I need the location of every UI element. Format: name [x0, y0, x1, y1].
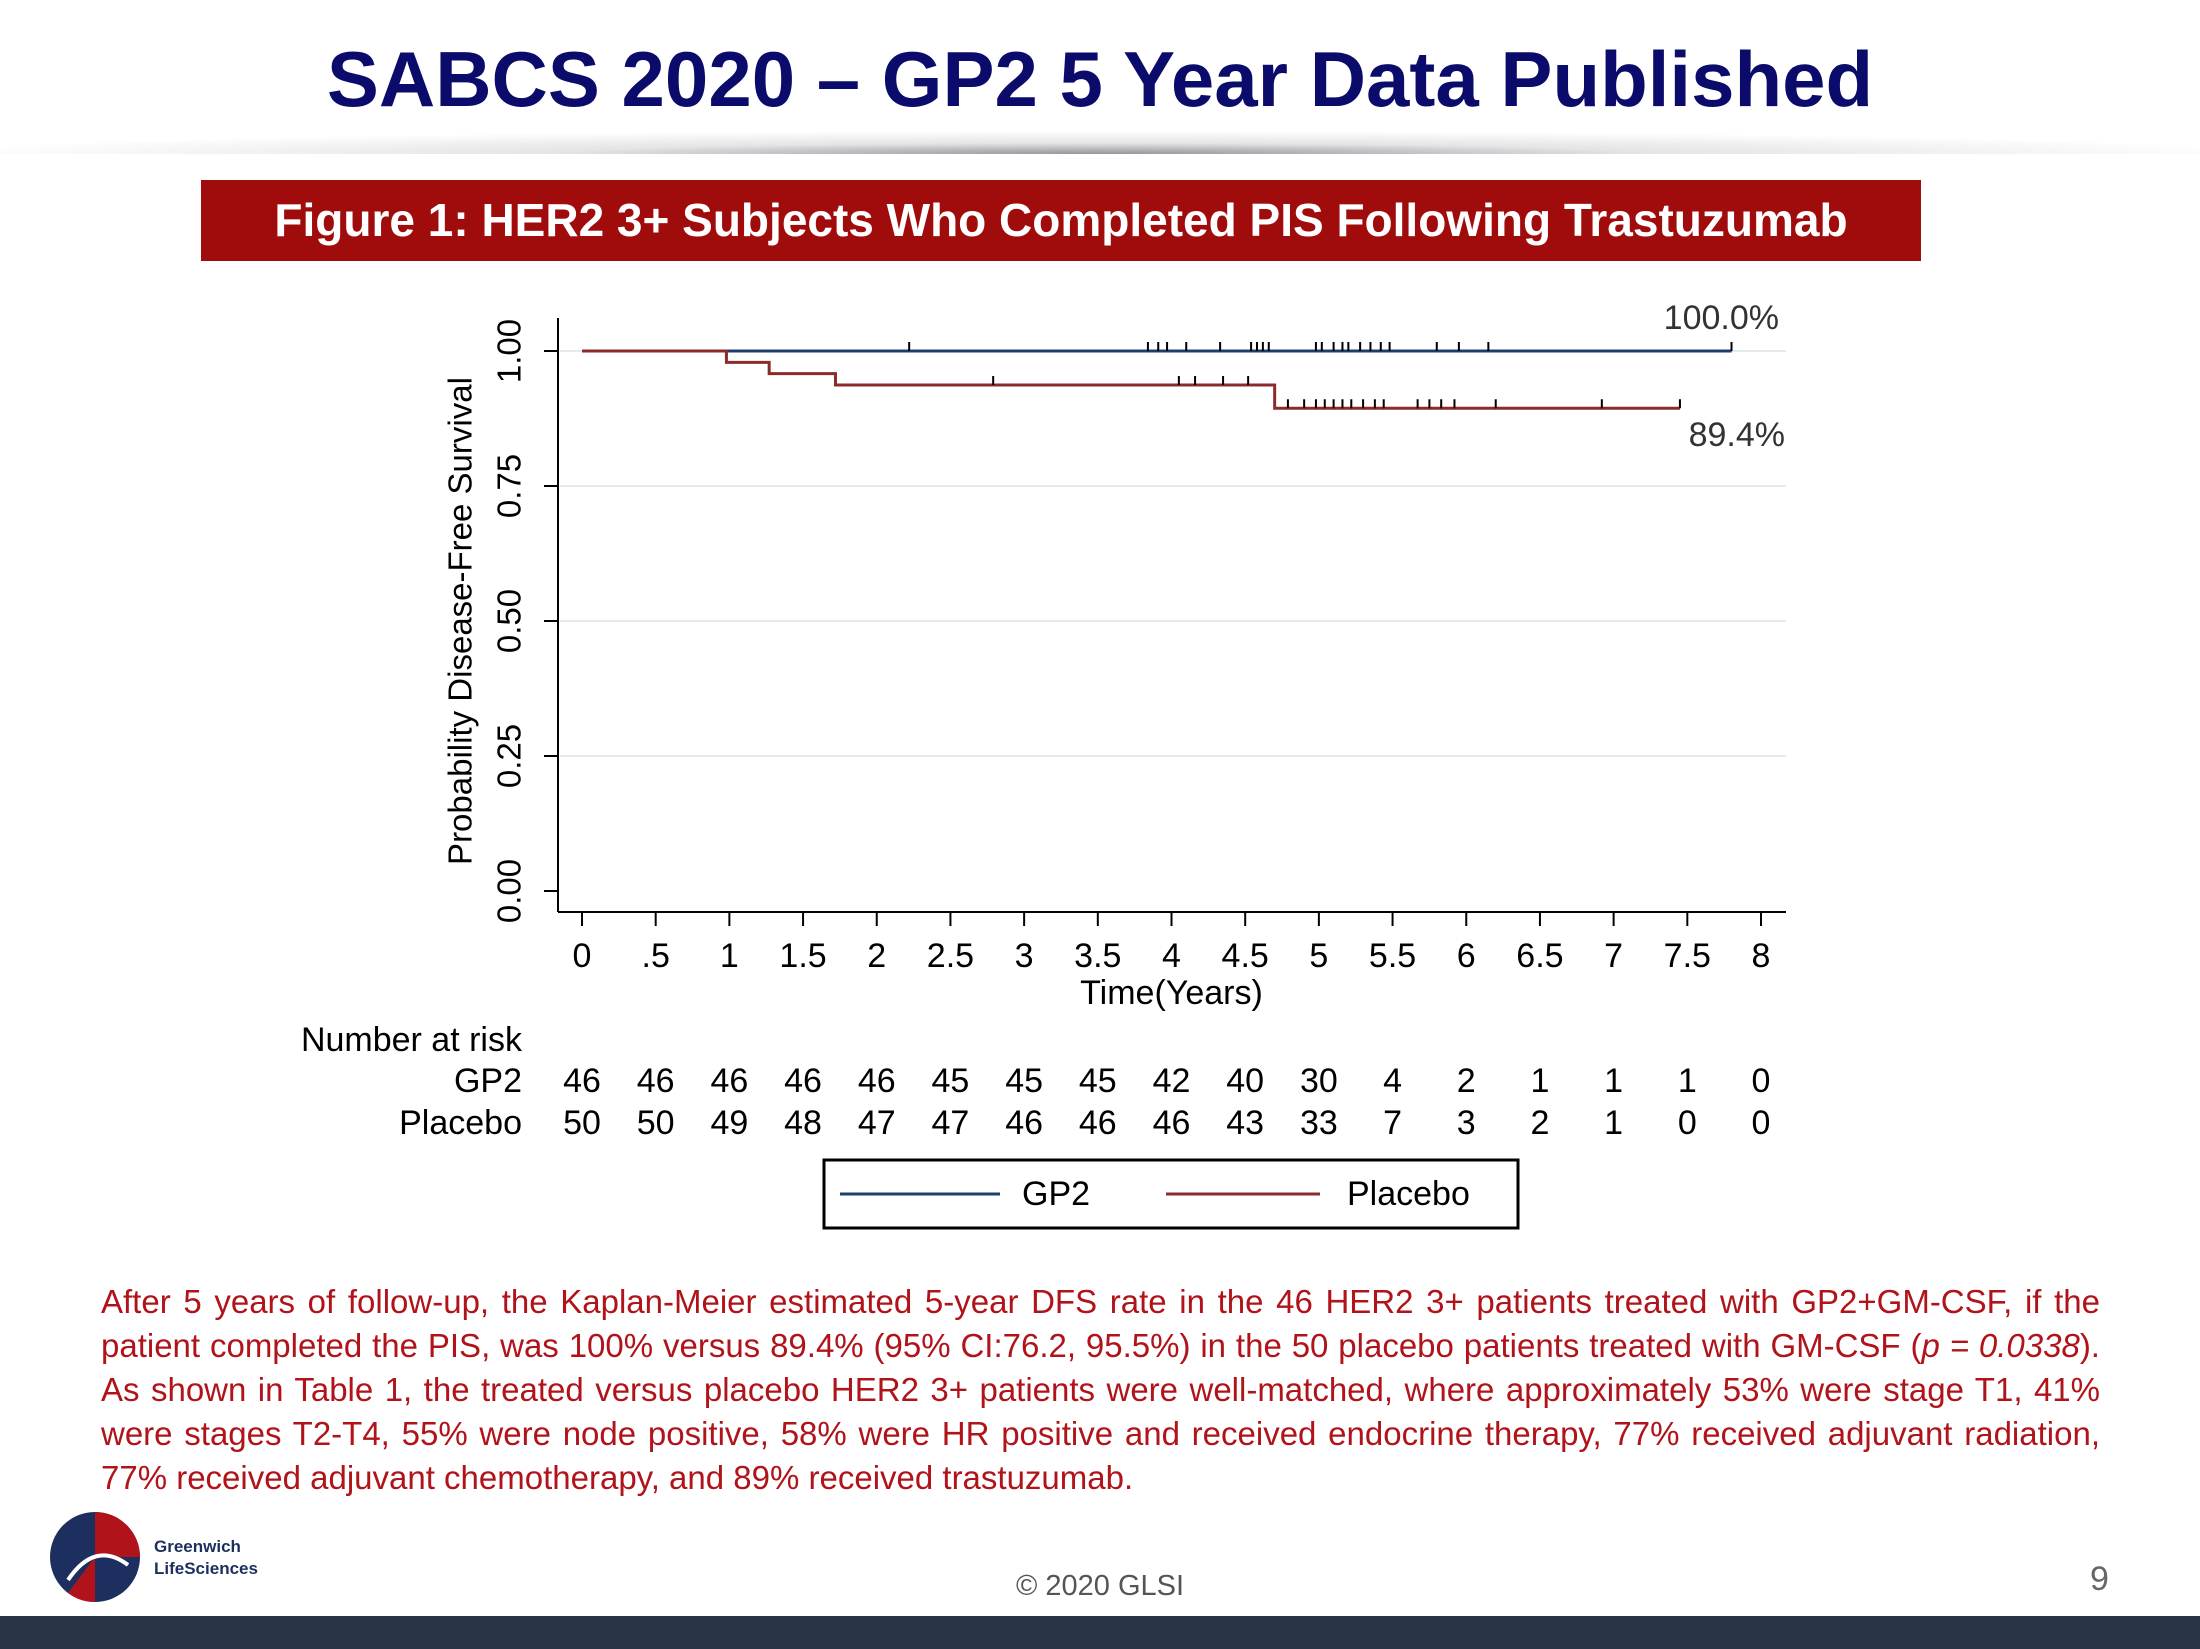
x-tick-label: 6: [1457, 937, 1476, 975]
risk-count: 33: [1300, 1104, 1338, 1142]
y-tick-label: 0.25: [491, 724, 528, 788]
risk-count: 46: [710, 1062, 748, 1100]
risk-count: 1: [1678, 1062, 1697, 1100]
risk-count: 45: [1079, 1062, 1117, 1100]
x-tick-label: 5: [1309, 937, 1328, 975]
risk-count: 30: [1300, 1062, 1338, 1100]
risk-count: 50: [563, 1104, 601, 1142]
risk-count: 48: [784, 1104, 822, 1142]
risk-count: 40: [1226, 1062, 1264, 1100]
risk-count: 1: [1604, 1104, 1623, 1142]
risk-count: 46: [1153, 1104, 1191, 1142]
x-tick-label: 6.5: [1516, 937, 1563, 975]
logo-segment: [95, 1512, 140, 1557]
caption-text: After 5 years of follow-up, the Kaplan-M…: [101, 1283, 2100, 1364]
logo-segment: [68, 1557, 95, 1602]
end-label: 100.0%: [1664, 299, 1779, 337]
x-tick-label: 2: [867, 937, 886, 975]
risk-row-name: GP2: [454, 1062, 522, 1100]
risk-count: 45: [1005, 1062, 1043, 1100]
risk-count: 2: [1530, 1104, 1549, 1142]
end-label: 89.4%: [1689, 416, 1785, 454]
caption-text: ). As shown in Table 1, the treated vers…: [101, 1327, 2100, 1496]
risk-count: 45: [932, 1062, 970, 1100]
risk-count: 50: [637, 1104, 675, 1142]
footer: © 2020 GLSI: [1015, 1570, 1185, 1602]
x-tick-label: 8: [1752, 937, 1771, 975]
y-axis-title: Probability Disease-Free Survival: [442, 377, 479, 865]
x-tick-label: .5: [642, 937, 670, 975]
caption-p-value: p = 0.0338: [1921, 1327, 2080, 1364]
logo-helix: [66, 1553, 130, 1582]
y-tick-label: 0.50: [491, 589, 528, 653]
x-tick-label: 0: [573, 937, 592, 975]
x-tick-label: 3.5: [1074, 937, 1121, 975]
x-tick-label: 2.5: [927, 937, 974, 975]
x-tick-label: 4.5: [1222, 937, 1269, 975]
caption: After 5 years of follow-up, the Kaplan-M…: [101, 1280, 2100, 1500]
x-tick-label: 1: [720, 937, 739, 975]
risk-count: 1: [1530, 1062, 1549, 1100]
x-tick-label: 4: [1162, 937, 1181, 975]
x-tick-label: 5.5: [1369, 937, 1416, 975]
risk-count: 43: [1226, 1104, 1264, 1142]
risk-count: 4: [1383, 1062, 1402, 1100]
risk-count: 1: [1604, 1062, 1623, 1100]
legend-box: [822, 1158, 1520, 1230]
logo-line: LifeSciences: [154, 1559, 258, 1578]
x-tick-label: 7: [1604, 937, 1623, 975]
page-number: 9: [2090, 1560, 2109, 1598]
risk-count: 0: [1752, 1062, 1771, 1100]
bottom-bar: [0, 1616, 2200, 1649]
risk-count: 3: [1457, 1104, 1476, 1142]
risk-count: 46: [637, 1062, 675, 1100]
risk-row-name: Placebo: [399, 1104, 522, 1142]
risk-count: 0: [1678, 1104, 1697, 1142]
x-tick-label: 3: [1015, 937, 1034, 975]
risk-count: 46: [563, 1062, 601, 1100]
x-tick-label: 7.5: [1664, 937, 1711, 975]
logo-line: Greenwich: [154, 1537, 241, 1556]
risk-table-title: Number at risk: [301, 1021, 523, 1059]
y-tick-label: 0.75: [491, 454, 528, 518]
risk-count: 0: [1752, 1104, 1771, 1142]
slide-title: SABCS 2020 – GP2 5 Year Data Published: [326, 35, 1874, 123]
risk-count: 46: [784, 1062, 822, 1100]
risk-count: 47: [932, 1104, 970, 1142]
legend-label: GP2: [1022, 1175, 1090, 1213]
y-tick-label: 0.00: [491, 859, 528, 923]
risk-count: 2: [1457, 1062, 1476, 1100]
x-tick-label: 1.5: [779, 937, 826, 975]
x-axis-title: Time(Years): [1080, 974, 1263, 1012]
survival-curve: [582, 349, 1680, 410]
risk-count: 7: [1383, 1104, 1402, 1142]
legend-label: Placebo: [1347, 1175, 1470, 1213]
logo-text: Greenwich LifeSciences: [154, 1536, 258, 1580]
risk-count: 42: [1153, 1062, 1191, 1100]
figure-title: Figure 1: HER2 3+ Subjects Who Completed…: [201, 180, 1921, 261]
risk-count: 46: [1005, 1104, 1043, 1142]
logo-mark: [50, 1512, 140, 1602]
y-tick-label: 1.00: [491, 319, 528, 383]
risk-count: 49: [710, 1104, 748, 1142]
risk-count: 46: [1079, 1104, 1117, 1142]
title-shadow: [0, 132, 2200, 154]
risk-count: 46: [858, 1062, 896, 1100]
risk-count: 47: [858, 1104, 896, 1142]
